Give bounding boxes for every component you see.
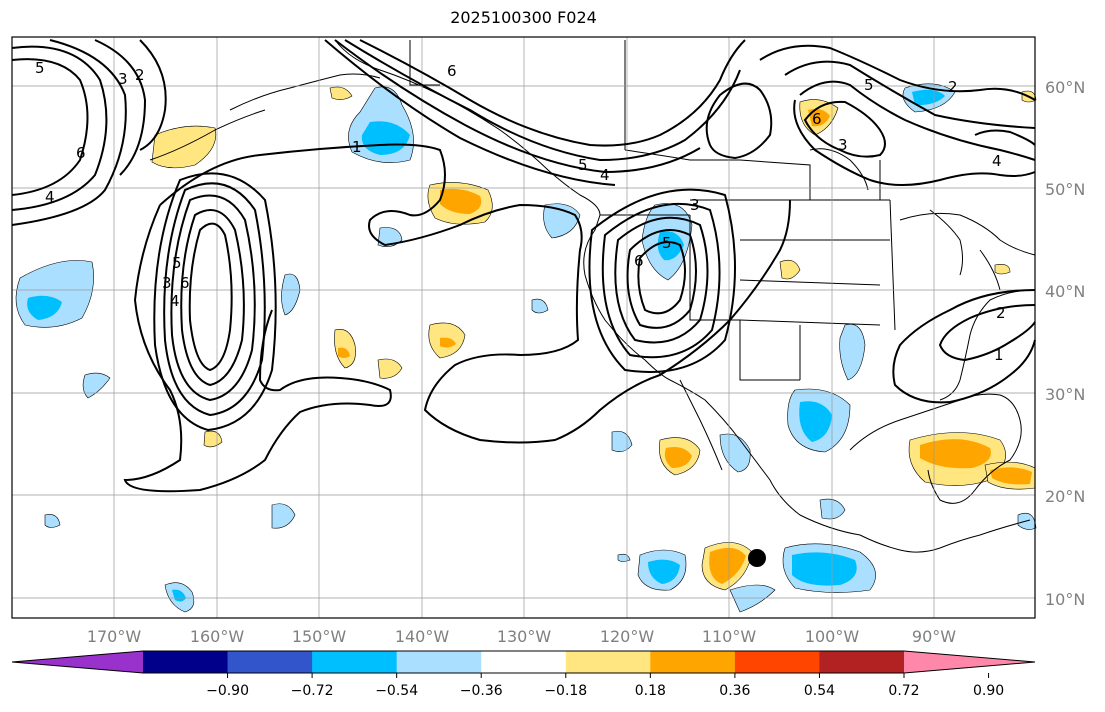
colorbar-bin [565, 651, 651, 673]
svg-text:3: 3 [838, 136, 848, 154]
colorbar-bin [143, 651, 229, 673]
svg-text:6: 6 [634, 252, 644, 270]
colorbar: −0.90 −0.72 −0.54 −0.36 −0.18 0.18 0.36 0.54 0.7… [11, 650, 1036, 699]
colorbar-outline [11, 650, 1036, 674]
map-frame [11, 36, 1036, 619]
lon-label-170w: 170°W [87, 627, 142, 646]
shaded-anomalies [15, 83, 1037, 613]
colorbar-tick-label: 0.90 [973, 683, 1004, 699]
lat-label-30n: 30°N [1045, 385, 1085, 404]
lat-label-10n: 10°N [1045, 590, 1085, 609]
svg-text:2: 2 [135, 66, 145, 84]
lon-label-130w: 130°W [497, 627, 552, 646]
svg-text:3: 3 [118, 70, 128, 88]
colorbar-bin [734, 651, 820, 673]
colorbar-tick-label: −0.36 [460, 683, 503, 699]
colorbar-bin [396, 651, 482, 673]
lat-label-60n: 60°N [1045, 78, 1085, 97]
graticule [12, 37, 1035, 618]
svg-text:5: 5 [662, 234, 672, 252]
coastlines [149, 39, 1036, 553]
svg-text:6: 6 [812, 110, 822, 128]
svg-text:4: 4 [992, 152, 1002, 170]
colorbar-tick-label: 0.18 [635, 683, 666, 699]
colorbar-bin [481, 651, 567, 673]
colorbar-tick-label: −0.90 [206, 683, 249, 699]
svg-text:6: 6 [447, 62, 457, 80]
lon-label-160w: 160°W [190, 627, 245, 646]
lon-label-120w: 120°W [600, 627, 655, 646]
colorbar-tick-label: 0.36 [719, 683, 750, 699]
colorbar-bin [819, 651, 905, 673]
colorbar-tick-label: −0.72 [291, 683, 334, 699]
svg-text:4: 4 [45, 188, 55, 206]
svg-text:5: 5 [172, 254, 182, 272]
svg-text:4: 4 [600, 166, 610, 184]
colorbar-tick-label: 0.54 [804, 683, 835, 699]
contour-lines [11, 39, 1036, 493]
svg-text:6: 6 [180, 274, 190, 292]
lat-label-20n: 20°N [1045, 487, 1085, 506]
svg-text:5: 5 [578, 156, 588, 174]
svg-text:4: 4 [170, 292, 180, 310]
svg-text:3: 3 [690, 196, 700, 214]
lon-label-100w: 100°W [805, 627, 860, 646]
lat-label-40n: 40°N [1045, 282, 1085, 301]
lon-label-90w: 90°W [912, 627, 956, 646]
colorbar-tick-label: −0.18 [544, 683, 587, 699]
svg-text:1: 1 [352, 138, 362, 156]
map-title: 2025100300 F024 [450, 8, 597, 27]
colorbar-tick-label: −0.54 [375, 683, 418, 699]
colorbar-bin [312, 651, 398, 673]
svg-text:5: 5 [864, 76, 874, 94]
lat-label-50n: 50°N [1045, 180, 1085, 199]
colorbar-extend-low [12, 651, 143, 673]
svg-text:2: 2 [996, 304, 1006, 322]
svg-text:2: 2 [948, 78, 958, 96]
svg-text:3: 3 [162, 274, 172, 292]
longitude-labels: 170°W 160°W 150°W 140°W 130°W 120°W 110°… [87, 627, 956, 646]
colorbar-extend-high [904, 651, 1035, 673]
svg-text:5: 5 [35, 59, 45, 77]
lon-label-110w: 110°W [702, 627, 757, 646]
colorbar-bin [650, 651, 736, 673]
contour-labels: 5 6 4 3 2 1 3 5 6 4 6 5 4 3 5 6 5 2 6 3 … [35, 59, 1006, 364]
colorbar-tick-label: 0.72 [888, 683, 919, 699]
latitude-labels: 60°N 50°N 40°N 30°N 20°N 10°N [1045, 78, 1085, 609]
svg-text:1: 1 [994, 346, 1004, 364]
lon-label-150w: 150°W [292, 627, 347, 646]
lon-label-140w: 140°W [395, 627, 450, 646]
storm-position-marker [748, 549, 766, 567]
svg-text:6: 6 [76, 144, 86, 162]
colorbar-bin [227, 651, 313, 673]
